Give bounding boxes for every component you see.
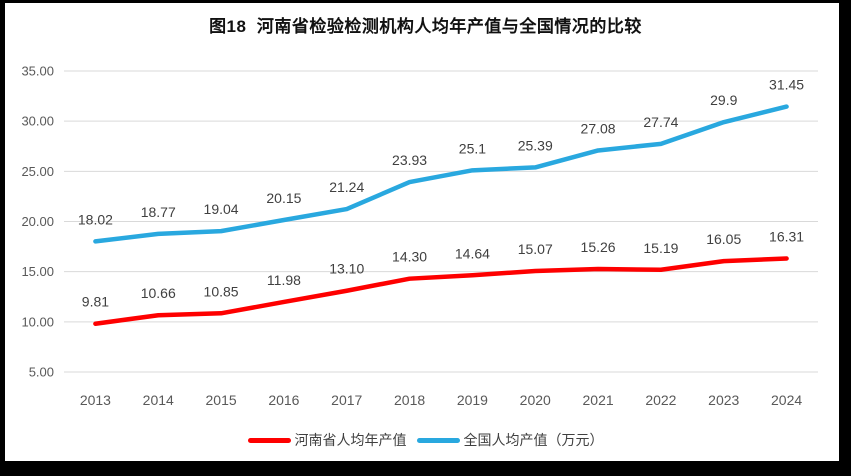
y-axis-tick-label: 25.00: [21, 164, 54, 179]
x-axis-tick-label: 2016: [268, 392, 299, 408]
data-label: 23.93: [392, 152, 427, 168]
data-label: 27.08: [581, 120, 616, 136]
data-label: 19.04: [204, 201, 239, 217]
legend-item-national: 全国人均产值（万元）: [416, 430, 604, 450]
x-axis-tick-label: 2015: [206, 392, 237, 408]
series-line-0: [93, 256, 789, 326]
x-axis-tick-label: 2023: [708, 392, 739, 408]
x-axis-tick-label: 2013: [80, 392, 111, 408]
data-label: 25.1: [459, 140, 486, 156]
data-label: 18.77: [141, 204, 176, 220]
data-label: 16.05: [706, 231, 741, 247]
henan-series-line-swatch: [247, 437, 291, 443]
data-label: 25.39: [518, 137, 553, 153]
x-axis-tick-label: 2022: [645, 392, 676, 408]
data-label: 18.02: [78, 211, 113, 227]
data-label: 27.74: [643, 114, 678, 130]
data-label: 10.85: [204, 283, 239, 299]
y-axis-tick-label: 35.00: [21, 64, 54, 79]
data-label: 13.10: [329, 261, 364, 277]
data-label: 29.9: [710, 92, 737, 108]
data-label: 11.98: [267, 272, 301, 288]
x-axis-tick-label: 2019: [457, 392, 488, 408]
chart-canvas: [5, 3, 839, 461]
y-axis-tick-label: 15.00: [21, 264, 54, 279]
henan-series-label: 河南省人均年产值: [294, 432, 407, 448]
data-label: 9.81: [82, 294, 109, 310]
series-line-1: [93, 104, 789, 244]
national-series-label: 全国人均产值（万元）: [463, 432, 604, 448]
y-axis-tick-label: 5.00: [29, 365, 54, 380]
chart-title: 图18 河南省检验检测机构人均年产值与全国情况的比较: [209, 17, 642, 36]
data-label: 21.24: [329, 179, 364, 195]
chart-legend: 河南省人均年产值 全国人均产值（万元）: [0, 430, 851, 450]
data-label: 16.31: [769, 229, 804, 245]
data-label: 15.07: [518, 241, 553, 257]
x-axis-tick-label: 2020: [520, 392, 551, 408]
y-axis-tick-label: 10.00: [21, 314, 54, 329]
data-label: 14.64: [455, 245, 490, 261]
data-label: 10.66: [141, 285, 176, 301]
legend-item-henan: 河南省人均年产值: [247, 430, 407, 450]
y-axis-tick-label: 20.00: [21, 214, 54, 229]
x-axis-tick-label: 2014: [143, 392, 174, 408]
data-label: 15.19: [643, 240, 678, 256]
national-series-line-swatch: [416, 437, 460, 443]
data-label: 14.30: [392, 249, 427, 265]
data-label: 20.15: [266, 190, 301, 206]
data-label: 31.45: [769, 77, 804, 93]
data-label: 15.26: [581, 239, 616, 255]
x-axis-tick-label: 2024: [771, 392, 802, 408]
x-axis-tick-label: 2018: [394, 392, 425, 408]
x-axis-tick-label: 2021: [583, 392, 614, 408]
x-axis-tick-label: 2017: [331, 392, 362, 408]
y-axis-tick-label: 30.00: [21, 114, 54, 129]
